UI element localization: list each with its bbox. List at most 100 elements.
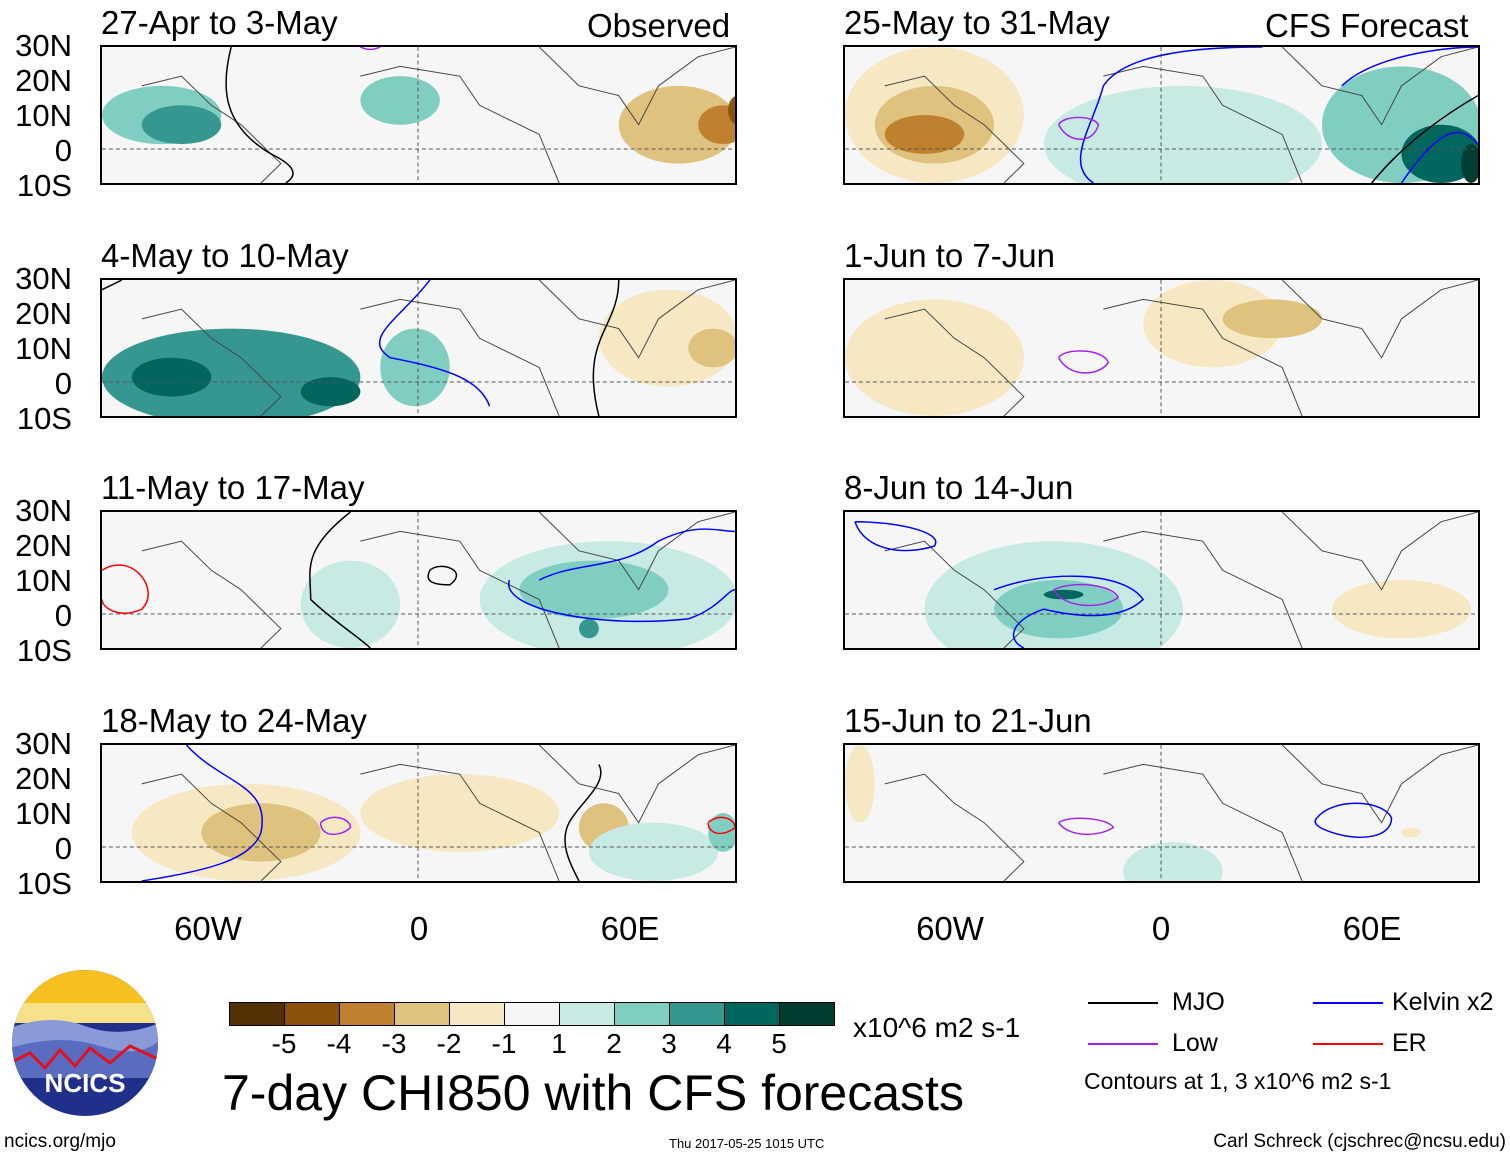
panel-title: 8-Jun to 14-Jun — [844, 469, 1074, 506]
anomaly-region — [1461, 144, 1478, 183]
y-tick: 0 — [54, 133, 72, 168]
contour — [1057, 116, 1100, 140]
anomaly-region — [618, 85, 735, 164]
footer-timestamp: Thu 2017-05-25 1015 UTC — [669, 1136, 825, 1151]
legend-kelvin-line — [1313, 1002, 1383, 1004]
legend-er: ER — [1392, 1029, 1427, 1057]
observed-header: Observed — [587, 7, 731, 44]
colorbar-swatch — [230, 1003, 285, 1025]
y-tick: 10N — [15, 331, 72, 366]
colorbar — [229, 1002, 835, 1026]
panel-title: 11-May to 17-May — [101, 469, 365, 506]
footer-credit: Carl Schreck (cjschrec@ncsu.edu) — [1213, 1131, 1506, 1152]
anomaly-region — [380, 328, 450, 407]
colorbar-label: 3 — [661, 1028, 677, 1059]
anomaly-region — [131, 357, 212, 397]
anomaly-region — [1401, 827, 1422, 838]
coastline — [884, 47, 1478, 183]
anomaly-region — [845, 745, 875, 823]
map-panel — [100, 510, 737, 650]
contour — [564, 764, 602, 881]
contour — [1400, 131, 1478, 183]
contour — [102, 564, 149, 614]
panel-title: 4-May to 10-May — [101, 237, 349, 274]
legend-mjo: MJO — [1172, 988, 1225, 1016]
map-panel — [843, 510, 1480, 650]
contour — [1314, 802, 1393, 839]
colorbar-swatch — [395, 1003, 450, 1025]
anomaly-region — [141, 105, 222, 145]
contour — [1341, 47, 1478, 87]
legend-low-line — [1088, 1043, 1158, 1045]
colorbar-label: -5 — [271, 1028, 297, 1059]
coastline — [141, 745, 735, 881]
y-tick: 10N — [15, 98, 72, 133]
contour — [102, 280, 123, 291]
y-tick: 10S — [16, 866, 72, 901]
anomaly-region — [1401, 124, 1478, 183]
y-tick: 10N — [15, 563, 72, 598]
anomaly-region — [1043, 85, 1322, 183]
footer-url[interactable]: ncics.org/mjo — [4, 1131, 116, 1152]
contour — [1053, 583, 1120, 607]
y-tick: 20N — [15, 63, 72, 98]
colorbar-swatch — [780, 1003, 834, 1025]
contour — [508, 579, 735, 623]
y-tick: 0 — [54, 366, 72, 401]
map-panel — [843, 45, 1480, 185]
anomaly-region — [360, 76, 440, 125]
contour — [1079, 47, 1263, 183]
contour — [309, 512, 371, 648]
anomaly-region — [300, 560, 401, 648]
colorbar-label: -1 — [491, 1028, 517, 1059]
map-panel — [100, 45, 737, 185]
anomaly-region — [884, 115, 965, 154]
legend-low: Low — [1172, 1029, 1218, 1057]
panel-title: 18-May to 24-May — [101, 702, 367, 739]
contour — [378, 280, 491, 407]
anomaly-region — [300, 377, 361, 407]
x-tick: 60E — [1342, 910, 1402, 947]
y-tick: 10S — [16, 401, 72, 436]
y-tick: 10S — [16, 633, 72, 668]
anomaly-region — [1123, 842, 1223, 881]
anomaly-region — [1331, 580, 1472, 639]
contour — [1058, 817, 1115, 836]
anomaly-region — [578, 618, 599, 639]
colorbar-swatch — [285, 1003, 340, 1025]
y-tick: 10N — [15, 796, 72, 831]
anomaly-region — [698, 105, 735, 145]
anomaly-region — [519, 560, 669, 619]
contour — [427, 565, 458, 586]
contour — [1371, 94, 1478, 183]
colorbar-units: x10^6 m2 s-1 — [853, 1012, 1021, 1043]
contour — [319, 816, 352, 835]
map-panel — [100, 743, 737, 883]
colorbar-label: 1 — [551, 1028, 567, 1059]
coastline — [141, 47, 735, 183]
y-tick: 20N — [15, 761, 72, 796]
colorbar-swatch — [725, 1003, 780, 1025]
contour — [707, 816, 735, 835]
x-tick: 60W — [174, 910, 242, 947]
anomaly-region — [728, 96, 735, 125]
anomaly-region — [360, 774, 560, 852]
colorbar-label: -3 — [381, 1028, 407, 1059]
colorbar-swatch — [340, 1003, 395, 1025]
y-tick: 20N — [15, 528, 72, 563]
figure-title: 7-day CHI850 with CFS forecasts — [222, 1065, 964, 1121]
x-tick: 60W — [916, 910, 984, 947]
panel-title: 15-Jun to 21-Jun — [844, 702, 1092, 739]
y-tick: 10S — [16, 168, 72, 203]
anomaly-region — [845, 299, 1024, 416]
x-tick: 60E — [600, 910, 660, 947]
anomaly-region — [1222, 299, 1322, 339]
colorbar-swatch — [670, 1003, 725, 1025]
map-panel — [100, 278, 737, 418]
colorbar-swatch — [560, 1003, 615, 1025]
coastline — [884, 280, 1478, 416]
colorbar-label: 5 — [771, 1028, 787, 1059]
ncics-logo: NCICS — [10, 968, 160, 1118]
colorbar-label: 4 — [716, 1028, 732, 1059]
colorbar-swatch — [450, 1003, 505, 1025]
